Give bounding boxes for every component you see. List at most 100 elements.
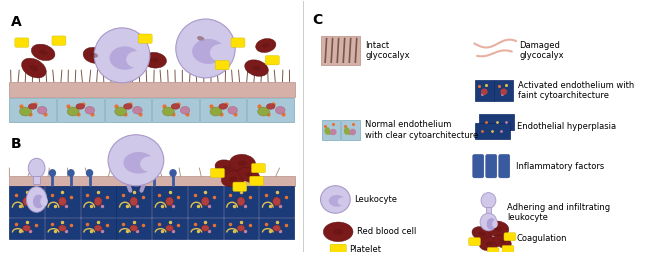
Ellipse shape bbox=[67, 107, 79, 116]
Ellipse shape bbox=[480, 213, 497, 231]
FancyBboxPatch shape bbox=[330, 244, 346, 255]
Ellipse shape bbox=[222, 171, 245, 187]
FancyBboxPatch shape bbox=[52, 36, 66, 45]
Ellipse shape bbox=[31, 44, 55, 61]
FancyBboxPatch shape bbox=[138, 34, 152, 43]
FancyBboxPatch shape bbox=[488, 247, 499, 255]
Ellipse shape bbox=[202, 197, 209, 206]
Ellipse shape bbox=[492, 220, 498, 228]
FancyBboxPatch shape bbox=[33, 176, 40, 184]
FancyBboxPatch shape bbox=[231, 38, 245, 47]
Ellipse shape bbox=[20, 107, 31, 116]
FancyBboxPatch shape bbox=[233, 182, 247, 191]
Ellipse shape bbox=[94, 197, 102, 206]
FancyBboxPatch shape bbox=[211, 168, 224, 178]
FancyBboxPatch shape bbox=[265, 56, 280, 65]
FancyBboxPatch shape bbox=[116, 186, 151, 217]
Ellipse shape bbox=[481, 193, 496, 208]
Ellipse shape bbox=[126, 51, 146, 68]
Circle shape bbox=[151, 169, 158, 177]
Ellipse shape bbox=[320, 186, 350, 213]
Ellipse shape bbox=[478, 232, 486, 236]
Text: Endothelial hyperplasia: Endothelial hyperplasia bbox=[517, 122, 616, 131]
Ellipse shape bbox=[166, 197, 174, 206]
Ellipse shape bbox=[40, 197, 48, 206]
Ellipse shape bbox=[337, 197, 348, 206]
FancyBboxPatch shape bbox=[259, 186, 294, 217]
Ellipse shape bbox=[27, 187, 47, 212]
FancyBboxPatch shape bbox=[495, 80, 513, 101]
FancyBboxPatch shape bbox=[9, 176, 294, 186]
Text: Leukocyte: Leukocyte bbox=[354, 195, 397, 204]
FancyBboxPatch shape bbox=[81, 218, 116, 239]
Text: Damaged
glycocalyx: Damaged glycocalyx bbox=[519, 41, 564, 60]
Ellipse shape bbox=[257, 107, 270, 116]
Ellipse shape bbox=[323, 222, 353, 242]
Ellipse shape bbox=[142, 52, 166, 68]
Ellipse shape bbox=[479, 237, 499, 251]
Text: Platelet: Platelet bbox=[349, 245, 382, 254]
Ellipse shape bbox=[23, 197, 31, 206]
Text: Inflammatory factors: Inflammatory factors bbox=[516, 162, 604, 171]
FancyBboxPatch shape bbox=[322, 36, 361, 65]
Circle shape bbox=[132, 169, 140, 177]
Ellipse shape bbox=[109, 46, 140, 70]
Ellipse shape bbox=[223, 166, 231, 171]
Text: Red blood cell: Red blood cell bbox=[357, 227, 416, 236]
Ellipse shape bbox=[150, 58, 159, 63]
Circle shape bbox=[86, 169, 93, 177]
FancyBboxPatch shape bbox=[486, 207, 491, 215]
Ellipse shape bbox=[190, 30, 212, 47]
Circle shape bbox=[49, 169, 56, 177]
FancyBboxPatch shape bbox=[57, 98, 103, 122]
Ellipse shape bbox=[130, 197, 138, 206]
Ellipse shape bbox=[487, 218, 496, 230]
Ellipse shape bbox=[210, 107, 222, 116]
Ellipse shape bbox=[180, 106, 190, 114]
FancyBboxPatch shape bbox=[188, 218, 223, 239]
FancyBboxPatch shape bbox=[475, 80, 493, 101]
FancyBboxPatch shape bbox=[486, 154, 497, 178]
FancyBboxPatch shape bbox=[341, 120, 360, 140]
Ellipse shape bbox=[262, 43, 269, 48]
Ellipse shape bbox=[252, 66, 261, 71]
Ellipse shape bbox=[215, 160, 239, 176]
Ellipse shape bbox=[500, 89, 507, 95]
Ellipse shape bbox=[237, 197, 245, 206]
FancyBboxPatch shape bbox=[502, 246, 514, 253]
FancyBboxPatch shape bbox=[15, 38, 29, 47]
FancyBboxPatch shape bbox=[473, 154, 484, 178]
Ellipse shape bbox=[133, 106, 142, 114]
FancyBboxPatch shape bbox=[224, 186, 259, 217]
FancyBboxPatch shape bbox=[504, 233, 515, 241]
Ellipse shape bbox=[228, 106, 237, 114]
Ellipse shape bbox=[58, 225, 66, 231]
Ellipse shape bbox=[472, 227, 492, 241]
Ellipse shape bbox=[238, 161, 247, 166]
FancyBboxPatch shape bbox=[9, 82, 294, 98]
Ellipse shape bbox=[229, 154, 255, 172]
Text: Normal endothelium
with clear cytoarchitecture: Normal endothelium with clear cytoarchit… bbox=[365, 120, 478, 140]
Ellipse shape bbox=[239, 167, 260, 183]
Ellipse shape bbox=[33, 195, 44, 208]
Ellipse shape bbox=[30, 65, 38, 71]
FancyBboxPatch shape bbox=[252, 163, 265, 173]
Ellipse shape bbox=[85, 106, 94, 114]
FancyBboxPatch shape bbox=[474, 123, 510, 139]
FancyBboxPatch shape bbox=[224, 218, 259, 239]
FancyBboxPatch shape bbox=[250, 176, 263, 186]
FancyBboxPatch shape bbox=[45, 218, 80, 239]
Ellipse shape bbox=[494, 227, 502, 231]
FancyBboxPatch shape bbox=[469, 238, 480, 246]
Ellipse shape bbox=[94, 28, 150, 83]
FancyBboxPatch shape bbox=[105, 98, 151, 122]
FancyBboxPatch shape bbox=[116, 218, 151, 239]
Ellipse shape bbox=[229, 176, 237, 181]
Circle shape bbox=[169, 169, 177, 177]
Ellipse shape bbox=[29, 158, 45, 178]
Ellipse shape bbox=[344, 127, 350, 135]
Ellipse shape bbox=[29, 104, 37, 109]
Ellipse shape bbox=[58, 197, 66, 206]
FancyBboxPatch shape bbox=[215, 60, 229, 70]
FancyBboxPatch shape bbox=[248, 98, 294, 122]
